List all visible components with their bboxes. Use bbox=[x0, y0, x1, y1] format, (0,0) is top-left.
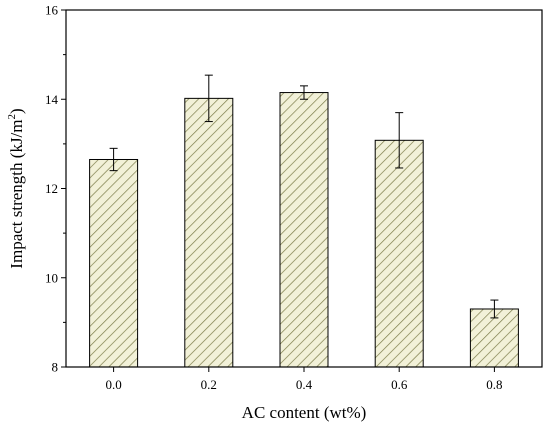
x-tick-label-0.6: 0.6 bbox=[391, 377, 408, 392]
y-tick-label-8: 8 bbox=[52, 360, 59, 375]
bar-0.8 bbox=[469, 308, 519, 368]
x-tick-label-0.0: 0.0 bbox=[105, 377, 121, 392]
x-axis-title: AC content (wt%) bbox=[242, 403, 367, 422]
y-axis-title-main: Impact strength (kJ/m bbox=[7, 119, 26, 268]
x-tick-label-0.8: 0.8 bbox=[486, 377, 502, 392]
x-axis: 0.0 0.2 0.4 0.6 0.8 bbox=[105, 367, 503, 392]
y-axis-title-end: ) bbox=[7, 108, 26, 114]
y-tick-label-12: 12 bbox=[45, 181, 58, 196]
bar-0.0 bbox=[89, 158, 139, 368]
y-tick-label-16: 16 bbox=[45, 3, 59, 18]
y-axis-title: Impact strength (kJ/m2) bbox=[6, 108, 26, 268]
y-tick-label-10: 10 bbox=[45, 270, 58, 285]
y-axis-title-superscript: 2 bbox=[6, 114, 18, 120]
error-bars-layer bbox=[109, 74, 499, 319]
bar-0.2 bbox=[184, 97, 234, 368]
bar-0.6 bbox=[374, 139, 424, 368]
x-tick-label-0.4: 0.4 bbox=[296, 377, 313, 392]
y-tick-label-14: 14 bbox=[45, 92, 59, 107]
y-axis: 8 10 12 14 16 bbox=[45, 3, 66, 375]
x-tick-label-0.2: 0.2 bbox=[201, 377, 217, 392]
bar-0.4 bbox=[279, 92, 329, 368]
bars-layer bbox=[89, 92, 519, 368]
